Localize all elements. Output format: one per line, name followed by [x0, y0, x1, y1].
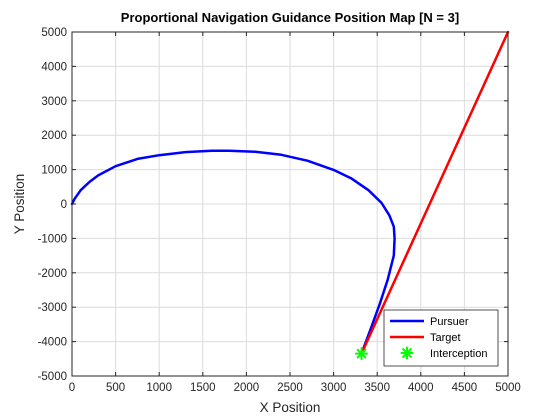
interception-marker [355, 347, 369, 361]
y-tick-label: 1000 [41, 165, 67, 177]
x-tick-label: 3500 [364, 382, 390, 394]
y-tick-label: 3000 [41, 96, 67, 108]
y-axis: -5000 -4000 -3000 -2000 -1000 0 1000 2000 3000 40… [38, 27, 508, 383]
x-tick-label: 5000 [495, 382, 521, 394]
x-axis: 0 500 1000 1500 2000 2500 3000 3500 4000 4500 5000 [69, 32, 521, 394]
x-tick-label: 500 [106, 382, 125, 394]
x-tick-label: 1000 [146, 382, 172, 394]
x-tick-label: 1500 [190, 382, 216, 394]
interception-marker-stroke [402, 348, 412, 358]
legend-item-pursuer: Pursuer [390, 316, 469, 328]
x-tick-label: 2500 [277, 382, 303, 394]
y-tick-label: 0 [61, 199, 67, 211]
x-tick-label: 4000 [408, 382, 434, 394]
legend-item-target: Target [390, 332, 461, 344]
legend-label: Target [430, 332, 461, 344]
x-tick-label: 0 [69, 382, 75, 394]
x-axis-label: X Position [260, 400, 321, 415]
y-tick-label: -3000 [38, 302, 67, 314]
pursuer-series-line [70, 149, 396, 355]
x-tick-label: 2000 [234, 382, 260, 394]
y-tick-label: 5000 [41, 27, 67, 39]
legend: Pursuer Target Interception [383, 309, 499, 367]
x-tick-label: 4500 [452, 382, 478, 394]
target-series-line [360, 30, 510, 355]
legend-label: Interception [430, 348, 487, 360]
y-tick-label: 2000 [41, 130, 67, 142]
legend-item-interception: Interception [400, 346, 487, 360]
y-tick-label: 4000 [41, 61, 67, 73]
y-tick-label: -2000 [38, 268, 67, 280]
chart-title: Proportional Navigation Guidance Positio… [121, 10, 459, 25]
y-tick-label: -5000 [38, 371, 67, 383]
interception-marker-stroke [356, 348, 367, 359]
legend-label: Pursuer [430, 316, 469, 328]
y-axis-label: Y Position [12, 174, 27, 235]
x-tick-label: 3000 [321, 382, 347, 394]
series-layer [70, 30, 510, 361]
y-tick-label: -4000 [38, 337, 67, 349]
y-tick-label: -1000 [38, 233, 67, 245]
